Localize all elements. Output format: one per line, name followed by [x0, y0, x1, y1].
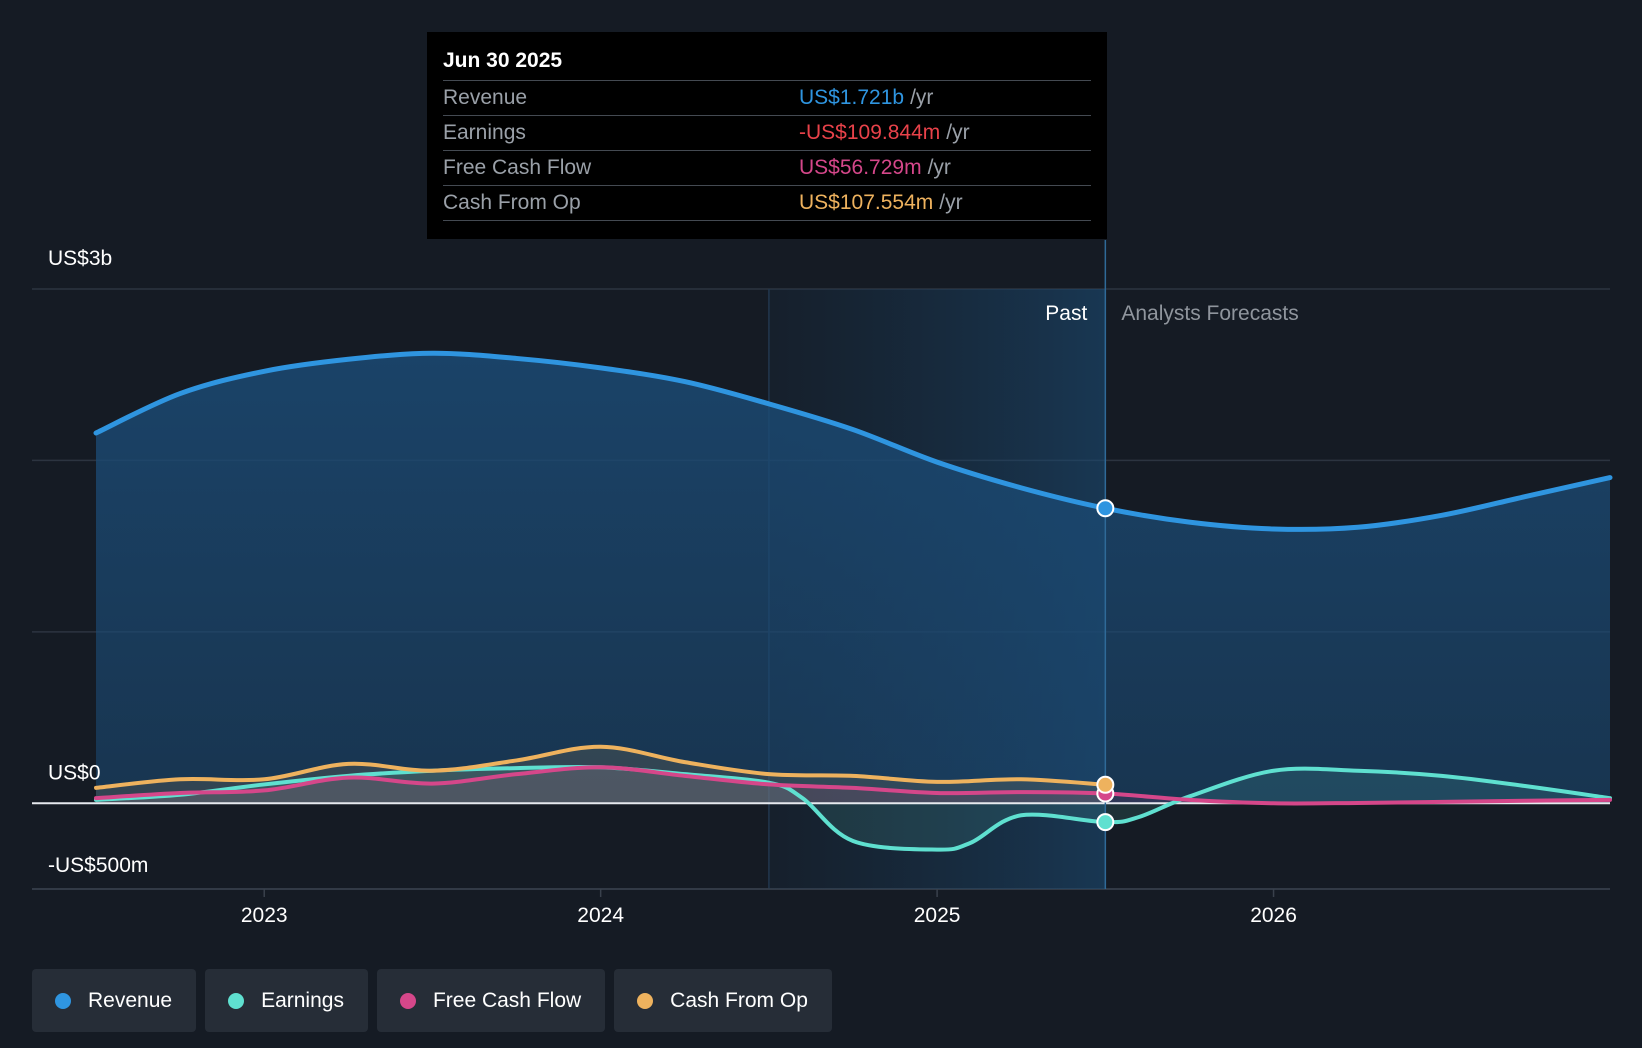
tooltip-unit: /yr — [910, 86, 934, 109]
legend-label: Revenue — [88, 988, 173, 1012]
legend-label: Earnings — [261, 988, 344, 1012]
data-point-cash-from-op — [1096, 775, 1115, 794]
area-revenue — [96, 353, 1610, 804]
series-line-earnings — [94, 764, 1612, 852]
tooltip-unit: /yr — [927, 156, 951, 179]
series-line-revenue — [93, 350, 1613, 532]
tooltip-label: Free Cash Flow — [443, 156, 592, 179]
tooltip-row-earnings: Earnings -US$109.844m /yr — [443, 115, 1091, 150]
tooltip-row-cash-from-op: Cash From Op US$107.554m /yr — [443, 185, 1091, 221]
data-point-earnings — [1096, 813, 1115, 832]
tooltip-unit: /yr — [946, 121, 970, 144]
y-tick-label: -US$500m — [48, 854, 148, 877]
legend-label: Free Cash Flow — [432, 988, 582, 1012]
legend-item-free-cash-flow[interactable]: Free Cash Flow — [376, 969, 606, 1032]
area-earnings — [96, 766, 1610, 850]
legend-item-revenue[interactable]: Revenue — [32, 969, 197, 1032]
tooltip-value: -US$109.844m — [799, 121, 941, 144]
legend-dot-icon — [637, 992, 654, 1009]
legend-dot-icon — [228, 992, 245, 1009]
tooltip-date: Jun 30 2025 — [443, 49, 563, 72]
chart-legend: Revenue Earnings Free Cash Flow Cash Fro… — [32, 969, 832, 1032]
tooltip-label: Revenue — [443, 86, 528, 109]
series-line-free-cash-flow — [94, 765, 1612, 806]
chart-canvas: US$3b US$0 -US$500m 2023 2024 2025 2026 Past Ana… — [32, 240, 1613, 927]
legend-dot-icon — [55, 992, 71, 1009]
x-tick-label: 2024 — [577, 904, 624, 927]
hover-tooltip: Jun 30 2025 Revenue US$1.721b /yr Earnin… — [427, 32, 1107, 239]
past-label: Past — [1045, 302, 1087, 325]
tooltip-value: US$107.554m — [799, 191, 934, 214]
legend-item-earnings[interactable]: Earnings — [205, 969, 368, 1032]
tooltip-value: US$1.721b — [799, 86, 905, 109]
y-tick-label: US$3b — [48, 247, 112, 270]
tooltip-row-revenue: Revenue US$1.721b /yr — [443, 80, 1091, 115]
tooltip-unit: /yr — [939, 191, 963, 214]
x-tick-label: 2025 — [914, 904, 961, 927]
tooltip-label: Cash From Op — [443, 191, 581, 214]
data-point-revenue — [1096, 499, 1115, 518]
x-tick-label: 2026 — [1250, 904, 1297, 927]
tooltip-label: Earnings — [443, 121, 526, 144]
x-tick-label: 2023 — [241, 904, 288, 927]
legend-label: Cash From Op — [670, 988, 808, 1012]
tooltip-row-free-cash-flow: Free Cash Flow US$56.729m /yr — [443, 150, 1091, 185]
legend-dot-icon — [399, 992, 416, 1009]
tooltip-value: US$56.729m — [799, 156, 922, 179]
area-free-cash-flow — [96, 767, 1610, 804]
legend-item-cash-from-op[interactable]: Cash From Op — [614, 969, 832, 1032]
series-line-cash-from-op — [94, 744, 1108, 790]
y-tick-label: US$0 — [48, 761, 101, 784]
forecast-label: Analysts Forecasts — [1121, 302, 1298, 325]
